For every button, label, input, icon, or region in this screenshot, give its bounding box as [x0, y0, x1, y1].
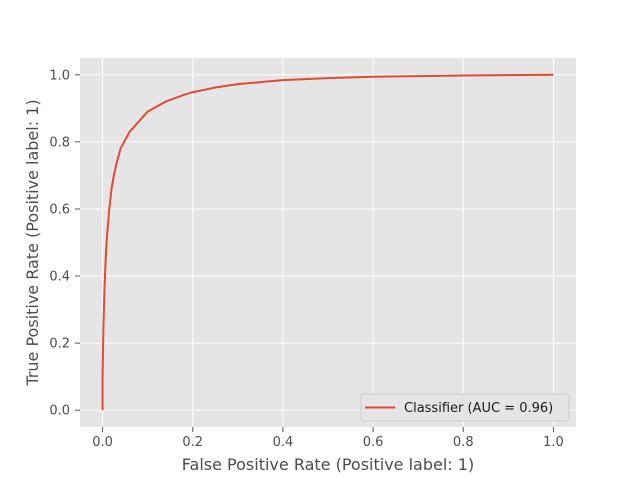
y-tick-label: 1.0 [49, 68, 70, 83]
y-tick-label: 0.0 [49, 404, 70, 419]
y-axis-label: True Positive Rate (Positive label: 1) [23, 99, 42, 386]
x-tick-label: 0.0 [92, 435, 113, 450]
y-tick-label: 0.4 [49, 270, 70, 285]
legend: Classifier (AUC = 0.96) [360, 393, 570, 422]
x-axis-label: False Positive Rate (Positive label: 1) [182, 455, 474, 474]
plot-area [80, 58, 576, 427]
x-tick-label: 0.6 [363, 435, 384, 450]
grid-lines [80, 58, 576, 427]
series-layer [101, 73, 554, 411]
legend-box [360, 393, 570, 422]
y-tick-label: 0.8 [49, 135, 70, 150]
axis-ticks: 0.0 0.2 0.4 0.6 0.8 1.0 0.0 0.2 0.4 0.6 0.8 1.0 [49, 68, 563, 450]
x-tick-label: 0.2 [182, 435, 203, 450]
x-tick-label: 1.0 [543, 435, 564, 450]
y-tick-label: 0.6 [49, 202, 70, 217]
legend-label-classifier: Classifier (AUC = 0.96) [404, 401, 553, 416]
x-tick-label: 0.4 [273, 435, 294, 450]
x-tick-label: 0.8 [453, 435, 474, 450]
roc-curve-line [101, 73, 554, 411]
y-tick-label: 0.2 [49, 337, 70, 352]
